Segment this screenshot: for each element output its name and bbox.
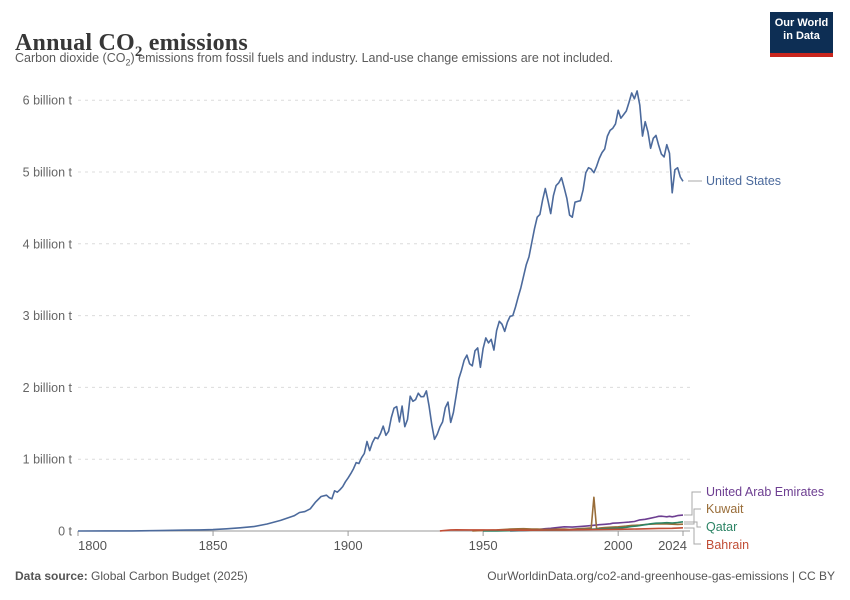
owid-url-link[interactable]: OurWorldinData.org/co2-and-greenhouse-ga… bbox=[487, 569, 835, 583]
connector-kuwait bbox=[684, 508, 701, 525]
line-kuwait[interactable] bbox=[472, 496, 684, 532]
data-source-value: Global Carbon Budget (2025) bbox=[87, 569, 248, 583]
page-title: Annual CO2 emissions bbox=[15, 30, 248, 60]
entity-label-united-states[interactable]: United States bbox=[706, 174, 781, 188]
x-tick-label: 1800 bbox=[78, 538, 107, 553]
line-united-states[interactable] bbox=[77, 90, 684, 532]
line-bahrain[interactable] bbox=[439, 527, 684, 532]
subtitle-subscript: 2 bbox=[125, 57, 131, 68]
line-united-arab-emirates[interactable] bbox=[510, 514, 684, 532]
y-tick-label: 1 billion t bbox=[23, 453, 73, 467]
y-tick-label: 3 billion t bbox=[23, 309, 73, 323]
entity-label-united-arab-emirates[interactable]: United Arab Emirates bbox=[706, 485, 824, 499]
x-tick-label: 1900 bbox=[334, 538, 363, 553]
entity-label-layer: United States United Arab Emirates Kuwai… bbox=[684, 174, 824, 552]
connector-united-arab-emirates bbox=[684, 491, 701, 516]
chart-subtitle: Carbon dioxide (CO2) emissions from foss… bbox=[15, 51, 614, 68]
owid-logo[interactable]: Our World in Data bbox=[770, 12, 833, 57]
y-tick-label: 0 t bbox=[58, 525, 72, 539]
connector-qatar bbox=[684, 521, 701, 528]
grid-layer bbox=[78, 99, 690, 460]
data-source-note: Data source: Global Carbon Budget (2025) bbox=[15, 569, 248, 583]
owid-logo-line2: in Data bbox=[783, 30, 820, 42]
entity-label-qatar[interactable]: Qatar bbox=[706, 520, 737, 534]
y-tick-label: 2 billion t bbox=[23, 381, 73, 395]
y-tick-label: 6 billion t bbox=[23, 94, 73, 108]
x-tick-label: 2000 bbox=[604, 538, 633, 553]
y-tick-label: 4 billion t bbox=[23, 237, 73, 251]
y-tick-label: 5 billion t bbox=[23, 166, 73, 180]
entity-label-bahrain[interactable]: Bahrain bbox=[706, 538, 749, 552]
x-tick-label: 1850 bbox=[199, 538, 228, 553]
data-source-label: Data source: bbox=[15, 569, 88, 583]
chart-footer: Data source: Global Carbon Budget (2025)… bbox=[15, 569, 835, 583]
series-layer bbox=[77, 90, 684, 532]
x-tick-label: 2024 bbox=[658, 538, 687, 553]
owid-logo-line1: Our World bbox=[774, 17, 829, 29]
connector-bahrain bbox=[684, 527, 701, 545]
x-tick-label: 1950 bbox=[469, 538, 498, 553]
axis-layer: 6 billion t 5 billion t 4 billion t 3 billi… bbox=[23, 94, 690, 553]
title-subscript: 2 bbox=[134, 43, 143, 60]
entity-label-kuwait[interactable]: Kuwait bbox=[706, 502, 744, 516]
